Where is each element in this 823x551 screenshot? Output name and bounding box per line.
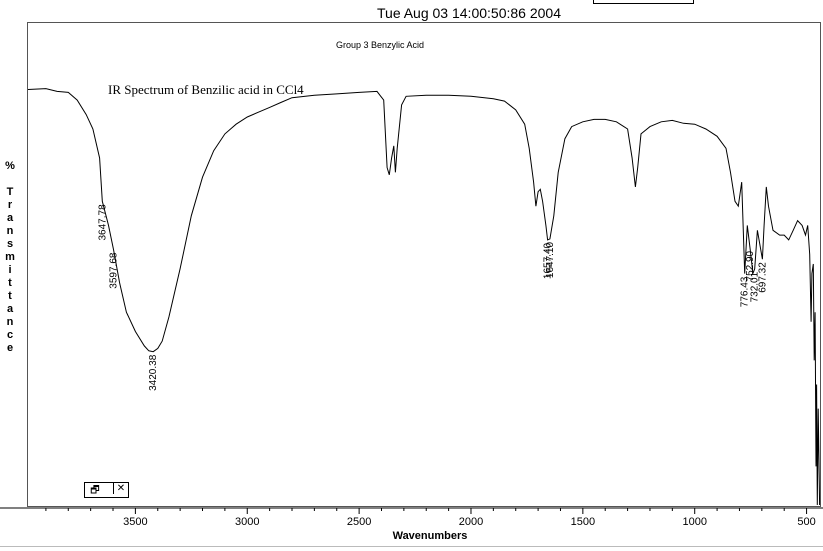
y-axis-label-char: n: [6, 316, 14, 328]
y-axis-label-char: t: [8, 290, 12, 302]
x-tick-label: 2500: [347, 516, 371, 528]
x-tick-label: 500: [797, 516, 815, 528]
plot-frame: [27, 22, 821, 507]
peak-label: 776.43: [740, 276, 751, 307]
close-icon[interactable]: ✕: [113, 483, 128, 494]
y-axis-label-char: i: [8, 264, 12, 276]
restore-window-icon[interactable]: 🗗: [90, 485, 100, 496]
y-axis-label-char: c: [6, 329, 14, 341]
x-tick-label: 3500: [123, 516, 147, 528]
chart-subtitle: Group 3 Benzylic Acid: [336, 40, 425, 50]
peak-label: 732.01: [750, 271, 761, 302]
y-axis-label-char: r: [7, 199, 13, 211]
x-tick-label: 3000: [235, 516, 259, 528]
peak-label: 1647.10: [545, 242, 556, 279]
y-axis-label-char: e: [6, 342, 14, 354]
peak-label: 3420.38: [148, 354, 159, 391]
x-axis-label: Wavenumbers: [392, 530, 468, 542]
peak-label: 3647.78: [97, 204, 108, 241]
header-toolbar-tab[interactable]: [593, 0, 694, 4]
y-axis-label-char: s: [6, 238, 14, 250]
plot-window-controls: 🗗 ✕: [84, 482, 129, 498]
peak-label: 3597.68: [109, 252, 120, 289]
peak-label: 1657.40: [543, 242, 554, 279]
acquisition-datetime: Tue Aug 03 14:00:50:86 2004: [377, 5, 561, 21]
chart-title: IR Spectrum of Benzilic acid in CCl4: [108, 82, 304, 97]
x-tick-label: 2000: [459, 516, 483, 528]
peak-label: 697.32: [757, 262, 768, 293]
spectrum-line: [27, 88, 821, 506]
y-axis-label-char: t: [8, 277, 12, 289]
y-axis-label-char: a: [6, 212, 14, 224]
y-axis-label-char: m: [5, 251, 15, 263]
peak-label: 752.90: [745, 250, 756, 281]
y-axis-label-char: a: [6, 303, 14, 315]
y-axis-label-char: n: [6, 225, 14, 237]
y-axis-label-char: T: [6, 186, 14, 198]
x-tick-label: 1000: [682, 516, 706, 528]
status-strip: [0, 546, 823, 551]
y-axis-label-char: %: [5, 160, 15, 172]
x-tick-label: 1500: [571, 516, 595, 528]
